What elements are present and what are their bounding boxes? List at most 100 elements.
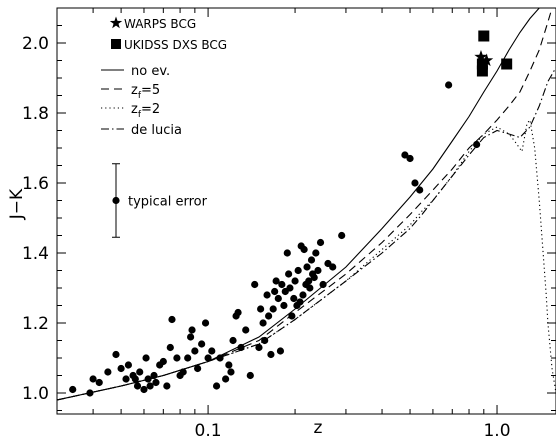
bcg-point: [242, 326, 250, 334]
bcg-point: [276, 347, 285, 355]
bcg-point: [212, 382, 221, 390]
bcg-point: [305, 277, 313, 285]
bcg-point: [285, 270, 293, 278]
bcg-point: [261, 336, 269, 345]
y-tick-label: 1.6: [22, 174, 49, 194]
x-axis-title: z: [314, 418, 323, 438]
bcg-point: [286, 284, 294, 292]
bcg-point: [89, 375, 97, 383]
bcg-point: [303, 263, 311, 271]
bcg-point: [187, 333, 195, 341]
bcg-point: [133, 382, 142, 390]
bcg-point: [246, 371, 254, 380]
legend-label: WARPS BCG: [124, 17, 196, 31]
bcg-point: [411, 179, 419, 187]
plot-frame: [56, 7, 556, 415]
bcg-point: [159, 357, 167, 366]
bcg-point: [272, 277, 280, 285]
bcg-point: [283, 249, 291, 257]
bcg-point: [136, 368, 144, 376]
series-line-dotted: [57, 118, 556, 401]
bcg-point: [131, 375, 139, 383]
legend-label: zf=2: [131, 102, 160, 120]
bcg-point: [416, 186, 424, 194]
bcg-point: [329, 263, 337, 271]
bcg-point: [122, 375, 130, 383]
bcg-point: [312, 249, 320, 257]
bcg-point: [259, 319, 267, 327]
y-tick-label: 2.0: [22, 34, 49, 54]
bcg-point: [173, 354, 181, 362]
bcg-point: [86, 389, 94, 397]
bcg-point: [198, 340, 206, 348]
ukidss-point: [476, 65, 488, 77]
bcg-point: [144, 375, 152, 383]
bcg-point: [237, 343, 245, 352]
series-line-dashed: [57, 8, 553, 401]
ukidss-point: [501, 58, 513, 70]
y-axis-title: J−K: [7, 188, 27, 220]
bcg-point: [267, 350, 275, 359]
bcg-point: [280, 301, 288, 310]
axes: 0.1 1.0 1.0 1.2 1.4 1.6 1.8 2.0: [22, 7, 556, 440]
ukidss-point: [476, 58, 488, 70]
bcg-point: [227, 368, 235, 376]
bcg-point: [316, 238, 325, 247]
bcg-point: [274, 294, 282, 303]
bcg-point: [234, 308, 242, 317]
bcg-point: [142, 354, 150, 362]
bcg-point: [104, 368, 112, 376]
bcg-point: [140, 385, 148, 394]
legend-star-icon: [109, 16, 123, 29]
bcg-point: [251, 280, 259, 289]
y-tick-label: 1.4: [22, 244, 49, 264]
bcg-point: [271, 287, 279, 296]
bcg-point: [299, 291, 307, 299]
legend-label: typical error: [128, 195, 208, 210]
bcg-point: [146, 382, 154, 390]
bcg-point: [406, 154, 414, 163]
bcg-point: [179, 368, 187, 376]
bcg-point: [296, 298, 304, 306]
bcg-point: [265, 312, 273, 320]
bcg-point: [401, 151, 409, 159]
bcg-point: [257, 305, 265, 313]
plot-area: [57, 8, 556, 401]
y-tick-label: 1.2: [22, 314, 49, 334]
bcg-point: [201, 319, 210, 327]
bcg-point: [204, 354, 212, 362]
bcg-point: [208, 347, 216, 355]
bcg-point: [191, 347, 199, 355]
bcg-point: [152, 378, 160, 387]
legend-label: de lucia: [131, 123, 182, 138]
bcg-point: [338, 231, 346, 240]
bcg-point: [229, 336, 237, 345]
series-line-dashdot: [57, 67, 556, 401]
bcg-point: [124, 361, 133, 369]
legend: WARPS BCG UKIDSS DXS BCG no ev. zf=5zf=2 de …: [101, 16, 227, 238]
bcg-point: [269, 305, 277, 313]
bcg-point: [117, 364, 125, 373]
bcg-point: [319, 280, 327, 289]
bcg-point: [184, 354, 192, 362]
bcg-point: [314, 266, 322, 275]
legend-label: no ev.: [131, 64, 170, 79]
bcg-point: [294, 266, 302, 275]
x-tick-label: 1.0: [483, 421, 510, 440]
legend-label: UKIDSS DXS BCG: [124, 38, 227, 52]
legend-label: zf=5: [131, 83, 160, 101]
bcg-point: [95, 378, 103, 387]
bcg-point: [445, 81, 453, 89]
bcg-point: [473, 140, 481, 149]
bcg-point: [168, 315, 176, 324]
bcg-point: [188, 326, 196, 334]
x-tick-label: 0.1: [195, 421, 222, 440]
bcg-point: [307, 256, 316, 264]
legend-errorbar-point: [112, 196, 120, 205]
bcg-point: [290, 294, 298, 303]
bcg-point: [166, 343, 174, 352]
ukidss-point: [478, 30, 490, 42]
bcg-point: [263, 291, 271, 299]
bcg-point: [216, 354, 224, 362]
